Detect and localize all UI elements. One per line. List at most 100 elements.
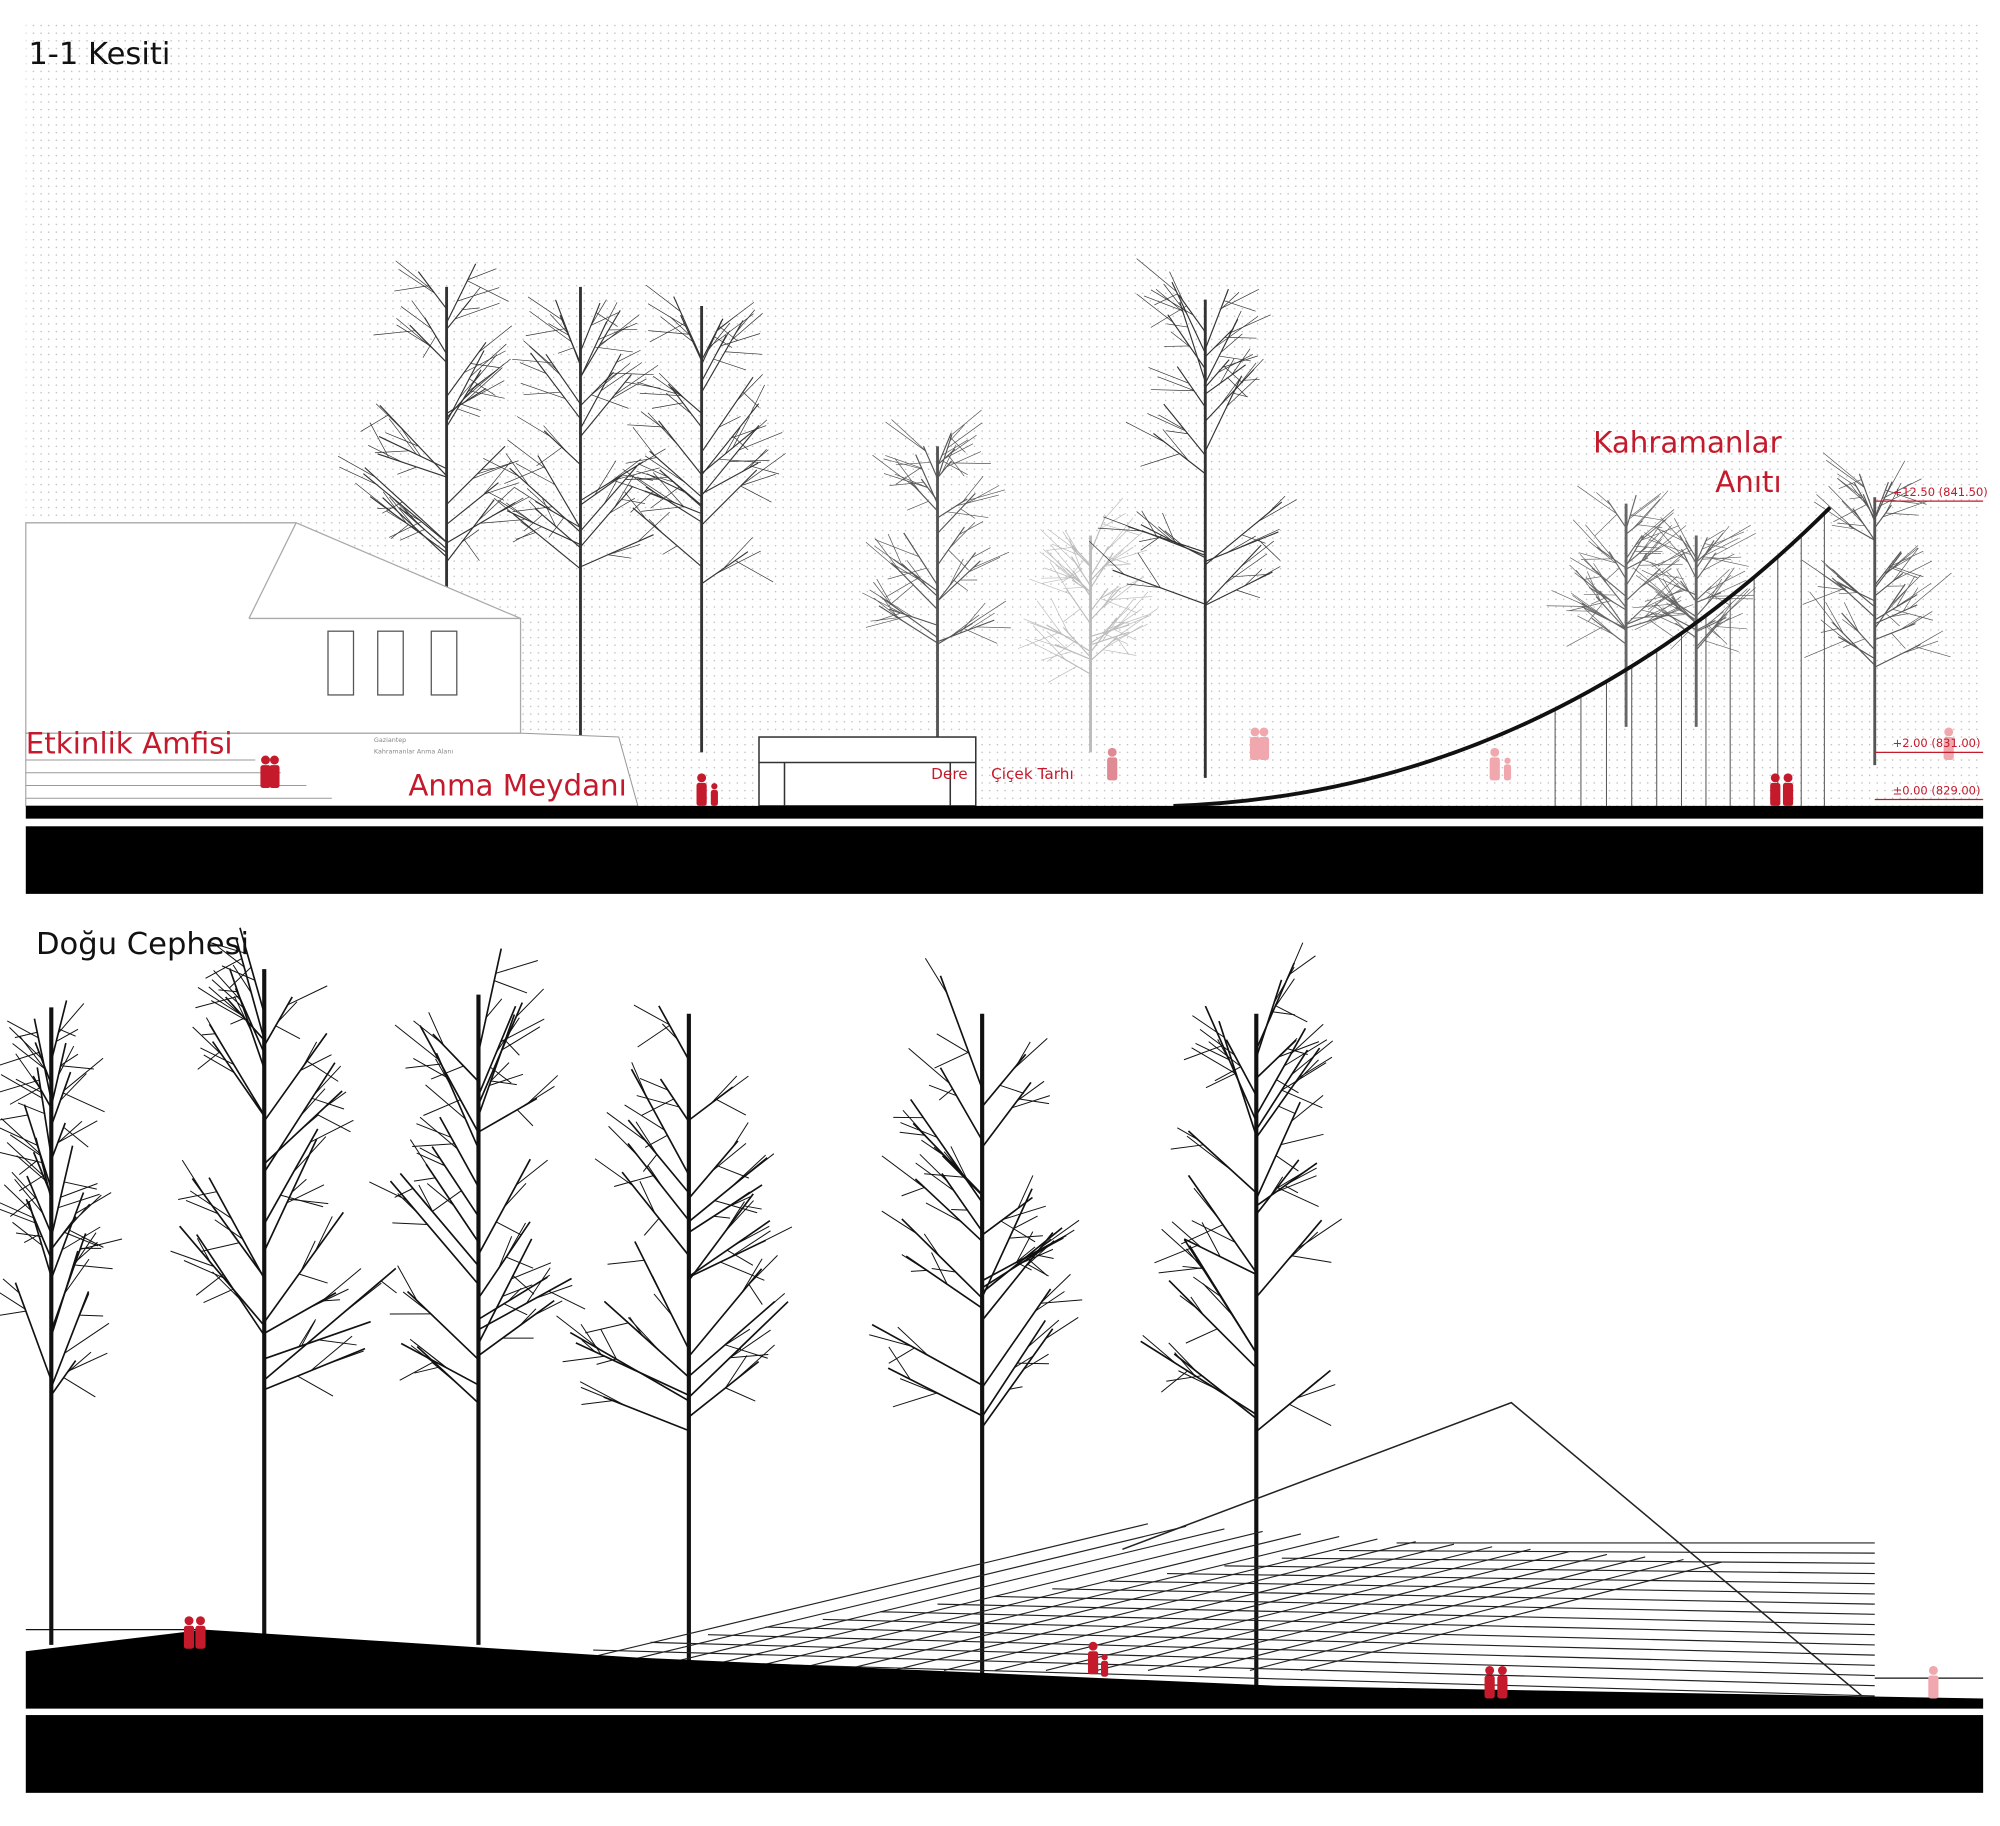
twig xyxy=(968,557,1001,573)
twig xyxy=(925,1202,962,1223)
branch xyxy=(33,1018,53,1101)
twig xyxy=(55,1028,79,1042)
twig xyxy=(0,1074,43,1099)
twig xyxy=(454,302,500,320)
twig xyxy=(1034,1291,1065,1312)
twig xyxy=(1205,1072,1237,1089)
twig xyxy=(1046,546,1074,551)
twig xyxy=(1288,955,1316,976)
twig xyxy=(1291,1095,1324,1122)
branch xyxy=(235,939,266,1040)
twig xyxy=(1016,1041,1031,1066)
lattice-line xyxy=(994,1595,1875,1615)
twig xyxy=(64,1181,97,1190)
twig xyxy=(472,358,511,389)
twig xyxy=(946,511,989,518)
twig xyxy=(382,491,407,524)
twig xyxy=(1708,588,1748,625)
twig xyxy=(388,521,422,538)
twig xyxy=(512,526,542,543)
branch xyxy=(937,460,953,479)
twig xyxy=(385,432,419,447)
label: Kahramanlar xyxy=(1593,426,1782,460)
twig xyxy=(752,419,768,433)
twig xyxy=(528,500,542,515)
twig xyxy=(1100,577,1143,610)
twig xyxy=(418,1184,434,1213)
twig xyxy=(707,322,731,351)
twig xyxy=(310,1335,353,1372)
twig xyxy=(200,1047,234,1065)
twig xyxy=(556,1315,601,1351)
twig xyxy=(1102,649,1137,656)
twig xyxy=(633,1004,670,1026)
person-body xyxy=(1782,782,1794,806)
twig xyxy=(324,1091,347,1108)
twig xyxy=(1572,519,1603,551)
branch xyxy=(446,482,499,525)
branch xyxy=(379,404,448,477)
twig xyxy=(1891,632,1906,649)
twig xyxy=(386,510,418,531)
twig xyxy=(1903,587,1919,612)
twig xyxy=(1104,527,1131,553)
twig xyxy=(732,1153,775,1186)
twig xyxy=(409,1139,433,1174)
twig xyxy=(1705,529,1725,542)
twig xyxy=(1281,1089,1323,1109)
twig xyxy=(1902,640,1939,654)
twig xyxy=(1106,549,1148,564)
twig xyxy=(647,303,686,327)
twig xyxy=(1243,378,1260,381)
twig xyxy=(1050,544,1077,576)
twig xyxy=(943,461,968,475)
branch xyxy=(1225,1039,1258,1096)
branch xyxy=(1140,1340,1257,1416)
twig xyxy=(394,1187,414,1198)
twig xyxy=(1278,1105,1296,1115)
section-drawing: 1-1 Kesiti Etkinlik Amfisi Anma Meydanı … xyxy=(25,22,1988,894)
twig xyxy=(1837,473,1857,487)
twig xyxy=(1069,559,1085,578)
branch xyxy=(446,499,495,563)
twig xyxy=(410,1345,440,1368)
twig xyxy=(1225,310,1242,343)
twig xyxy=(1236,589,1260,599)
twig xyxy=(1236,528,1280,550)
twig xyxy=(1002,1205,1046,1220)
branch xyxy=(1255,1162,1318,1207)
level: ±0.00 (829.00) xyxy=(1893,783,1981,797)
tree xyxy=(0,1000,123,1645)
person-body xyxy=(1943,737,1954,760)
twig xyxy=(1048,665,1078,683)
branch xyxy=(701,320,744,393)
twig xyxy=(416,1152,446,1167)
twig xyxy=(549,314,568,334)
twig xyxy=(711,1142,747,1172)
twig xyxy=(1837,633,1858,649)
branch xyxy=(398,507,447,550)
twig xyxy=(862,592,902,614)
twig xyxy=(1587,603,1603,622)
twig xyxy=(1640,525,1680,541)
twig xyxy=(885,455,922,469)
branch xyxy=(228,968,266,1069)
twig xyxy=(300,1088,326,1117)
twig xyxy=(382,501,403,514)
person-head xyxy=(1101,1654,1108,1661)
branch xyxy=(981,1196,1033,1236)
twig xyxy=(1820,628,1839,633)
tree xyxy=(1801,452,1952,766)
branch xyxy=(1187,1130,1257,1194)
twig xyxy=(731,425,767,439)
twig xyxy=(1169,271,1184,302)
twig xyxy=(1281,1062,1327,1091)
twig xyxy=(1041,576,1077,584)
twig xyxy=(910,1269,927,1272)
twig xyxy=(958,521,984,535)
twig xyxy=(15,1053,42,1090)
twig xyxy=(342,1282,382,1314)
twig xyxy=(724,1344,768,1359)
twig xyxy=(1630,614,1669,619)
branch xyxy=(1255,1027,1307,1116)
